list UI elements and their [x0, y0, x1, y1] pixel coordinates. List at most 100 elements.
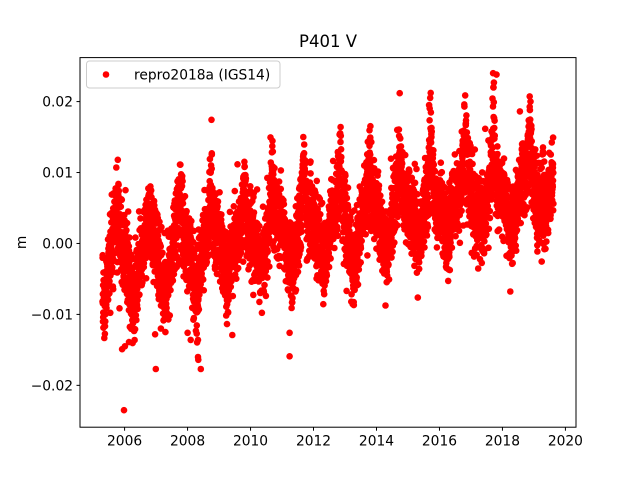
data-point [427, 139, 435, 146]
data-point [203, 258, 211, 266]
data-point [351, 207, 358, 214]
data-point [357, 244, 365, 252]
data-point [483, 231, 490, 238]
data-point [250, 291, 257, 299]
data-point [516, 108, 524, 115]
data-point [224, 309, 232, 316]
data-point [424, 194, 432, 201]
data-point [391, 239, 398, 246]
data-point [184, 288, 191, 295]
data-point [490, 79, 498, 86]
data-point [131, 336, 138, 344]
data-point [222, 228, 230, 236]
data-point [233, 275, 240, 283]
data-point [300, 133, 307, 141]
data-point [396, 89, 404, 97]
data-point [426, 94, 434, 102]
data-point [337, 123, 344, 131]
data-point [269, 148, 277, 155]
data-point [471, 146, 479, 153]
data-point [241, 158, 248, 166]
data-point [481, 125, 489, 133]
data-point [500, 155, 508, 162]
data-point [389, 248, 396, 256]
data-point [116, 305, 123, 312]
data-point [337, 146, 345, 153]
data-point [370, 156, 378, 164]
data-point [295, 262, 303, 269]
data-point [387, 155, 395, 162]
data-point [211, 265, 219, 273]
data-point [208, 116, 215, 124]
data-point [528, 125, 535, 133]
data-point [347, 217, 355, 225]
data-point [320, 290, 328, 298]
data-point [275, 178, 283, 185]
data-point [216, 189, 223, 196]
data-point [247, 183, 254, 190]
data-point [478, 259, 486, 267]
data-point [266, 263, 273, 270]
data-point [485, 225, 493, 233]
data-point [526, 93, 533, 100]
data-point [414, 294, 422, 301]
data-point [166, 312, 174, 319]
data-point [411, 262, 418, 270]
data-point [374, 168, 382, 175]
data-point [307, 170, 314, 177]
data-point [134, 305, 141, 313]
data-point [214, 198, 222, 205]
data-point [136, 291, 143, 298]
data-point [177, 161, 184, 168]
data-point [458, 207, 465, 215]
data-point [164, 291, 172, 299]
data-point [431, 168, 439, 175]
data-point [495, 226, 503, 233]
data-point [394, 222, 401, 229]
data-point [140, 259, 148, 267]
data-point [106, 277, 113, 285]
data-point [170, 270, 178, 278]
data-point [131, 325, 139, 333]
data-point [103, 304, 110, 312]
data-point [117, 203, 125, 210]
data-point [178, 182, 186, 190]
data-point [428, 128, 436, 135]
data-point [142, 275, 150, 282]
data-point [158, 223, 165, 231]
data-point [364, 252, 371, 259]
data-point [122, 186, 129, 194]
data-point [420, 238, 428, 245]
data-point [344, 184, 352, 191]
data-point [517, 219, 524, 227]
data-point [234, 161, 241, 168]
data-point [298, 228, 306, 235]
data-point [452, 232, 459, 240]
data-point [408, 174, 416, 182]
data-point [162, 328, 169, 336]
data-point [342, 172, 349, 179]
data-point [262, 267, 270, 275]
y-axis-label: m [14, 236, 30, 249]
data-point [208, 165, 215, 172]
data-point [461, 103, 468, 110]
data-point [265, 234, 273, 242]
data-point [338, 153, 345, 161]
data-point [413, 165, 420, 173]
data-point [444, 277, 452, 285]
data-point [481, 238, 488, 245]
scatter-series-repro2018a [99, 69, 557, 414]
data-point [423, 232, 431, 239]
data-point [411, 160, 419, 168]
data-point [411, 179, 419, 187]
data-point [464, 134, 472, 142]
data-point [107, 309, 114, 317]
data-point [438, 168, 446, 176]
data-point [527, 98, 534, 105]
data-point [427, 109, 435, 116]
data-point [313, 177, 321, 185]
data-point [167, 286, 174, 294]
data-point [456, 239, 464, 247]
data-point [124, 208, 132, 215]
data-point [491, 132, 499, 139]
